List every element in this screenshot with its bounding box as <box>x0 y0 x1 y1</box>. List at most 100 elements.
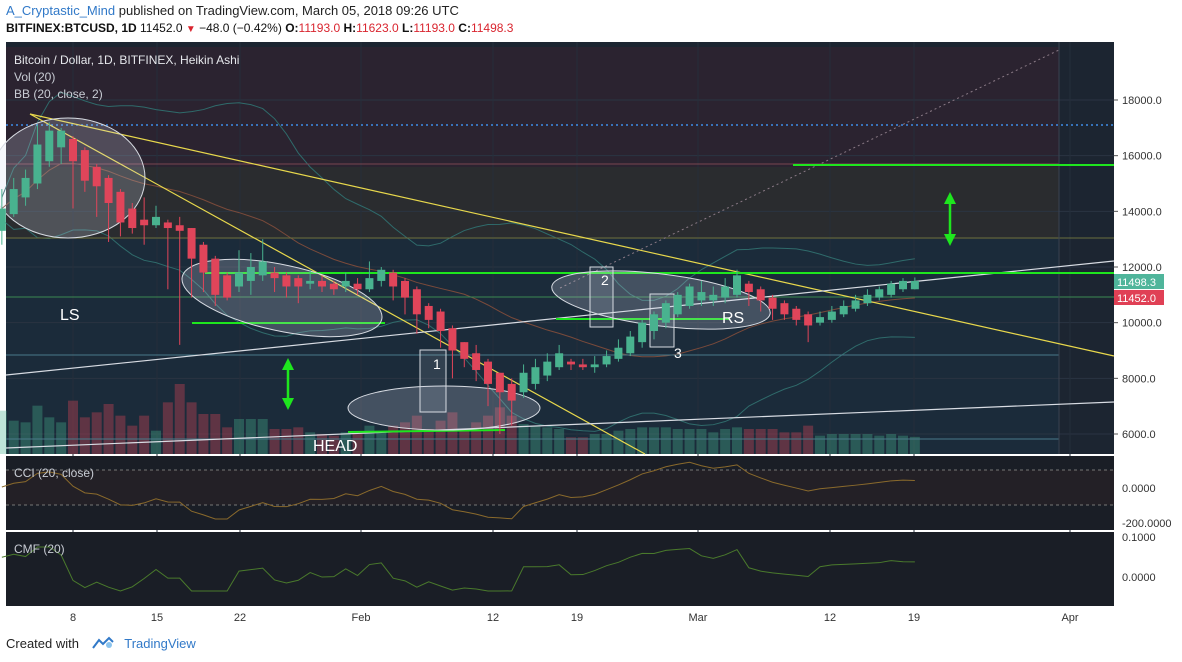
chart-canvas[interactable]: LS HEAD RS 1 2 3 Bitcoin / Dollar, 1D, B… <box>0 42 1182 628</box>
candle-body <box>887 283 896 295</box>
candle-body <box>365 278 374 290</box>
cci-tick-0: 0.0000 <box>1122 483 1156 495</box>
candle-body <box>804 314 813 326</box>
bb-legend: BB (20, close, 2) <box>14 87 103 101</box>
candle-body <box>578 364 587 368</box>
candle-body <box>673 294 682 315</box>
volume-bar <box>826 434 837 454</box>
cci-line <box>1 461 915 520</box>
volume-bar <box>139 415 150 454</box>
candle-body <box>661 303 670 323</box>
volume-bar <box>388 425 399 454</box>
cmf-tick-0: 0.0000 <box>1122 572 1156 584</box>
candle-body <box>33 144 42 184</box>
time-axis[interactable] <box>6 606 1114 628</box>
volume-bar <box>732 427 742 454</box>
candle-body <box>507 383 516 401</box>
volume-bar <box>257 419 268 454</box>
tradingview-logo-icon[interactable] <box>91 636 115 653</box>
ls-label: LS <box>60 307 80 324</box>
volume-bar <box>625 429 636 454</box>
volume-bar <box>435 420 446 454</box>
candle-body <box>80 150 89 181</box>
point-3-label: 3 <box>674 345 682 361</box>
author-link[interactable]: A_Cryptastic_Mind <box>6 3 116 18</box>
rs-label: RS <box>722 310 744 327</box>
candle-body <box>223 275 232 298</box>
double-arrow-icon-left <box>282 358 294 410</box>
price-tick-label: 8000.0 <box>1122 373 1156 385</box>
candle-body <box>531 367 540 384</box>
volume-bar <box>68 400 78 454</box>
volume-bar <box>755 429 766 454</box>
time-tick-label: 19 <box>908 612 920 624</box>
bb-upper <box>1 91 915 301</box>
volume-bar <box>245 419 256 454</box>
candle-body <box>863 294 872 304</box>
volume-bar <box>838 434 849 454</box>
high-value: 11623.0 <box>356 21 399 35</box>
volume-bar <box>447 412 458 454</box>
cmf-line <box>1 546 915 592</box>
volume-bar <box>483 415 493 454</box>
candle-body <box>116 191 125 223</box>
volume-bar <box>791 432 802 454</box>
volume-bar <box>411 415 422 454</box>
time-tick-label: 12 <box>487 612 499 624</box>
candle-body <box>412 289 421 315</box>
candle-body <box>768 297 777 309</box>
candle-body <box>424 305 433 320</box>
volume-bars <box>0 384 920 454</box>
volume-bar <box>637 427 648 454</box>
time-tick-label: 12 <box>824 612 836 624</box>
candle-body <box>910 280 919 290</box>
candle-body <box>733 275 741 295</box>
last-price-tag-text: 11452.0 <box>1117 293 1156 305</box>
volume-bar <box>423 429 434 454</box>
low-label: L: <box>402 21 414 35</box>
vol-legend: Vol (20) <box>14 70 55 84</box>
volume-bar <box>909 436 920 454</box>
open-value: 11193.0 <box>298 21 341 35</box>
volume-bar <box>234 419 244 454</box>
time-tick-label: 22 <box>234 612 246 624</box>
candle-body <box>389 272 398 287</box>
candle-body <box>175 225 184 231</box>
candle-body <box>436 311 445 332</box>
volume-bar <box>0 410 7 454</box>
close-value: 11498.3 <box>470 21 514 35</box>
high-label: H: <box>343 21 357 35</box>
lower-zone <box>6 239 1059 454</box>
created-with-text: Created with <box>6 636 79 651</box>
volume-bar <box>293 427 304 454</box>
white-support-line <box>5 401 1115 449</box>
candle-body <box>401 280 409 298</box>
price-tick-label: 14000.0 <box>1122 206 1162 218</box>
volume-bar <box>779 432 790 454</box>
price-axis[interactable] <box>1114 42 1182 454</box>
price-tick-label: 6000.0 <box>1122 429 1156 441</box>
upper-target-zone <box>6 47 1059 167</box>
dotted-projection-line <box>559 49 1060 289</box>
candle-body <box>246 267 255 281</box>
price-axis-ticks: 18000.0 16000.0 14000.0 12000.0 10000.0 8000.… <box>1114 95 1162 441</box>
volume-bar <box>589 434 600 454</box>
time-tick-label: 8 <box>70 612 76 624</box>
volume-bar <box>708 432 719 454</box>
volume-bar <box>862 434 873 454</box>
volume-bar <box>328 435 339 454</box>
candle-body <box>152 216 160 226</box>
green-head-support <box>347 429 506 433</box>
candle-body <box>306 280 315 284</box>
volume-bar <box>767 429 778 454</box>
candle-body <box>756 289 765 301</box>
candle-body <box>650 314 658 332</box>
candle-body <box>899 280 907 290</box>
volume-bar <box>554 429 565 454</box>
tradingview-link[interactable]: TradingView <box>124 636 196 651</box>
footer: Created with TradingView <box>6 636 196 653</box>
volume-bar <box>672 429 683 454</box>
volume-bar <box>696 429 707 454</box>
volume-bar <box>506 415 517 454</box>
volume-bar <box>471 422 482 454</box>
